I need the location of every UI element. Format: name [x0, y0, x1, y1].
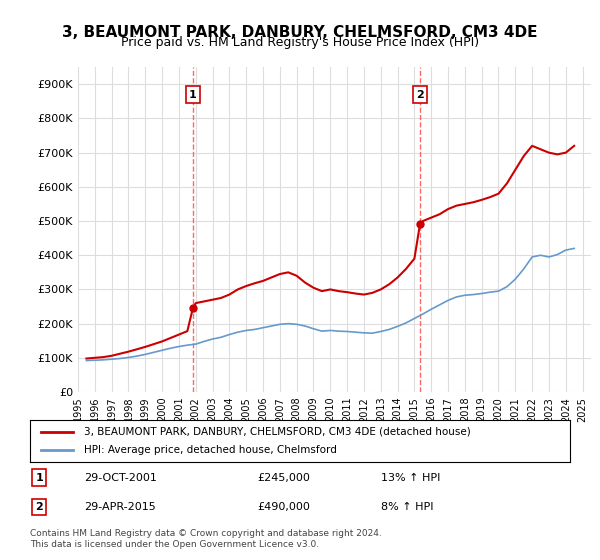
Text: 29-APR-2015: 29-APR-2015 [84, 502, 156, 512]
Text: 3, BEAUMONT PARK, DANBURY, CHELMSFORD, CM3 4DE (detached house): 3, BEAUMONT PARK, DANBURY, CHELMSFORD, C… [84, 427, 471, 437]
Text: HPI: Average price, detached house, Chelmsford: HPI: Average price, detached house, Chel… [84, 445, 337, 455]
Text: 3, BEAUMONT PARK, DANBURY, CHELMSFORD, CM3 4DE: 3, BEAUMONT PARK, DANBURY, CHELMSFORD, C… [62, 25, 538, 40]
Text: 8% ↑ HPI: 8% ↑ HPI [381, 502, 433, 512]
Text: £490,000: £490,000 [257, 502, 310, 512]
Text: 1: 1 [35, 473, 43, 483]
Text: £245,000: £245,000 [257, 473, 310, 483]
Text: 2: 2 [416, 90, 424, 100]
Text: 1: 1 [189, 90, 197, 100]
Text: 2: 2 [35, 502, 43, 512]
Text: 29-OCT-2001: 29-OCT-2001 [84, 473, 157, 483]
Text: Contains HM Land Registry data © Crown copyright and database right 2024.
This d: Contains HM Land Registry data © Crown c… [30, 529, 382, 549]
Text: Price paid vs. HM Land Registry's House Price Index (HPI): Price paid vs. HM Land Registry's House … [121, 36, 479, 49]
Text: 13% ↑ HPI: 13% ↑ HPI [381, 473, 440, 483]
